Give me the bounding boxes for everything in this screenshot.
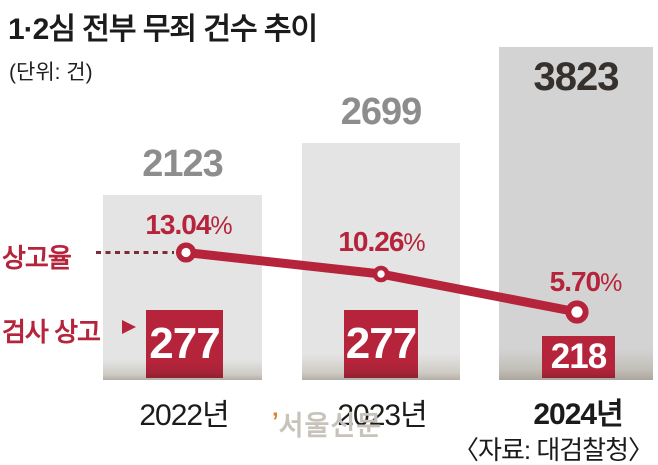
appeal-count-box-2022: 277 <box>146 310 223 378</box>
arrow-right-icon <box>122 320 136 334</box>
axis-label-2023: 2023년 <box>337 399 427 432</box>
axis-label-2024: 2024년 <box>533 398 623 431</box>
unit-label: (단위: 건) <box>9 61 93 84</box>
newspaper-watermark: ’서울신문 <box>272 404 382 443</box>
axis-label-2022: 2022년 <box>139 399 229 432</box>
rate-value-2024: 5.70 <box>549 266 601 297</box>
percent-sign: % <box>600 269 623 297</box>
rate-label-2023: 10.26% <box>338 226 425 258</box>
page-title: 1·2심 전부 무죄 건수 추이 <box>8 13 318 46</box>
percent-sign: % <box>403 229 426 257</box>
appeal-count-box-2023: 277 <box>344 310 418 378</box>
bar-value-2023: 2699 <box>340 91 423 133</box>
appeal-rate-label: 상고율 <box>2 243 72 273</box>
percent-sign: % <box>210 212 233 240</box>
bar-2024 <box>499 47 653 380</box>
bar-value-2024: 3823 <box>533 55 620 99</box>
rate-value-2023: 10.26 <box>338 226 404 257</box>
watermark-mark-icon: ’ <box>272 408 279 435</box>
source-credit: 〈자료: 대검찰청〉 <box>453 435 654 465</box>
prosecutor-appeal-label: 검사 상고 <box>2 317 101 347</box>
rate-label-2024: 5.70% <box>550 266 623 298</box>
appeal-count-box-2024: 218 <box>542 336 615 378</box>
watermark-text: 서울신문 <box>278 411 383 441</box>
bar-value-2022: 2123 <box>142 143 224 185</box>
rate-value-2022: 13.04 <box>145 209 211 240</box>
rate-label-2022: 13.04% <box>145 209 232 241</box>
